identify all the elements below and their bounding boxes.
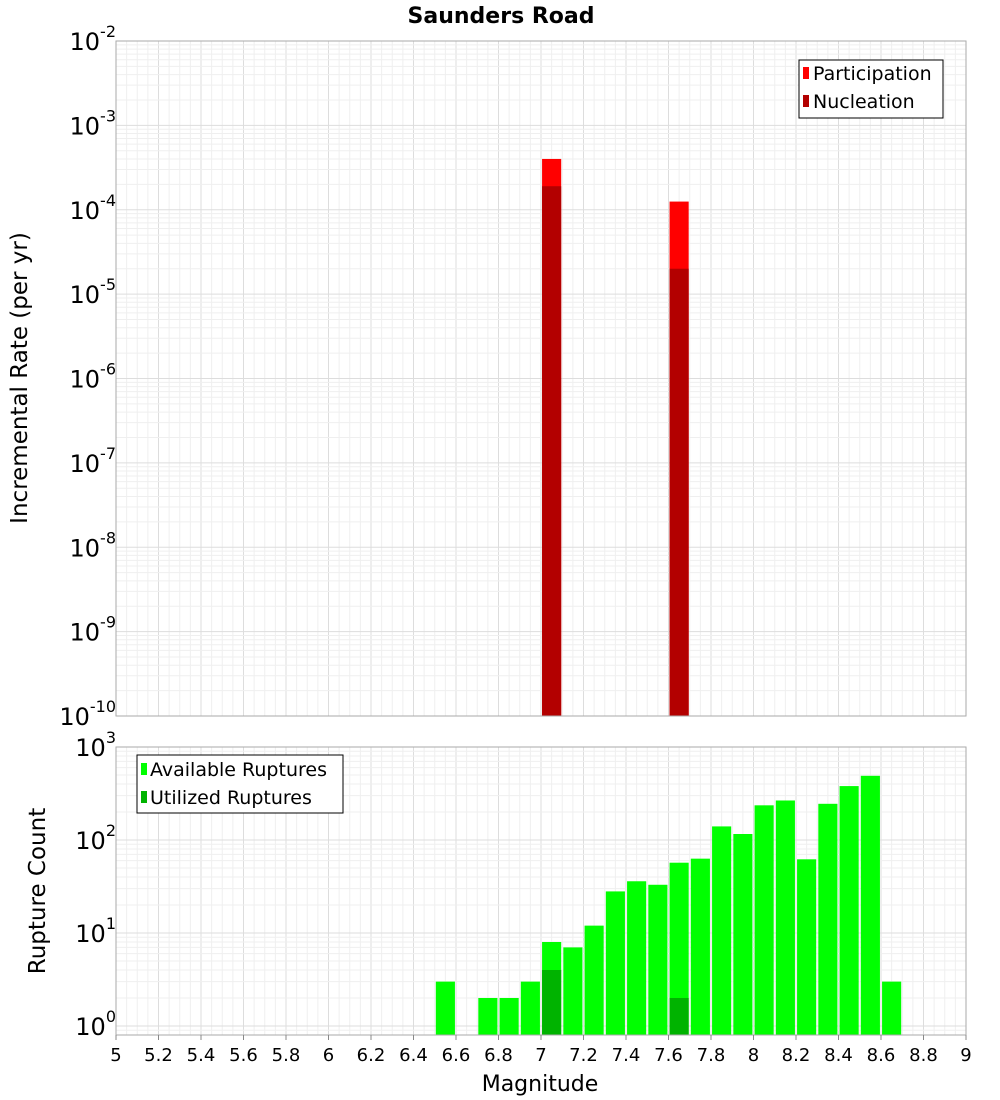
x-tick-label: 9: [960, 1045, 971, 1066]
available-ruptures-bar: [690, 858, 710, 1035]
available-ruptures-bar: [584, 925, 604, 1035]
available-ruptures-bar: [499, 997, 519, 1035]
legend-utilized-label: Utilized Ruptures: [150, 787, 312, 809]
available-ruptures-bar: [478, 997, 498, 1035]
utilized-ruptures-bar: [542, 969, 562, 1035]
y-tick-label: 10-9: [70, 613, 117, 647]
available-ruptures-bar: [648, 884, 668, 1035]
y-tick-label: 100: [75, 1007, 116, 1041]
x-tick-label: 7.6: [654, 1045, 683, 1066]
x-axis-label: Magnitude: [482, 1072, 599, 1097]
x-tick-label: 6: [323, 1045, 334, 1066]
y-tick-label: 10-6: [70, 360, 117, 394]
x-tick-label: 5.8: [272, 1045, 301, 1066]
legend-participation-swatch: [803, 67, 809, 79]
y-tick-label: 10-8: [70, 528, 117, 562]
available-ruptures-bar: [627, 881, 647, 1035]
bottom-y-axis-label: Rupture Count: [25, 808, 51, 974]
available-ruptures-bar: [563, 947, 583, 1035]
x-tick-label: 6.8: [484, 1045, 513, 1066]
top-bars: [542, 158, 689, 717]
y-tick-label: 10-4: [70, 191, 117, 225]
x-tick-label: 8.8: [909, 1045, 938, 1066]
x-tick-label: 6.2: [357, 1045, 386, 1066]
available-ruptures-bar: [775, 800, 795, 1035]
bottom-legend: Available Ruptures Utilized Ruptures: [136, 754, 344, 814]
top-grid: [115, 40, 967, 717]
legend-nucleation-label: Nucleation: [813, 91, 915, 113]
top-legend: Participation Nucleation: [798, 59, 944, 119]
x-tick-label: 8: [748, 1045, 759, 1066]
available-ruptures-bar: [712, 826, 732, 1035]
top-y-ticks: 10-10 10-9 10-8 10-7 10-6 10-5 10-4 10-3 10-2: [59, 22, 116, 731]
y-tick-label: 102: [75, 821, 116, 855]
x-tick-label: 5.6: [229, 1045, 258, 1066]
available-ruptures-bar: [860, 775, 880, 1035]
legend-participation-label: Participation: [813, 63, 932, 85]
legend-available-swatch: [141, 763, 147, 775]
y-tick-label: 10-5: [70, 275, 117, 309]
available-ruptures-bar: [605, 891, 625, 1035]
x-tick-label: 7.8: [697, 1045, 726, 1066]
top-plot-frame: [115, 40, 967, 717]
top-legend-box: [798, 59, 944, 119]
x-tick-label: 6.6: [442, 1045, 471, 1066]
available-ruptures-bar: [520, 981, 540, 1035]
legend-nucleation-swatch: [803, 95, 809, 107]
legend-available-label: Available Ruptures: [150, 759, 327, 781]
y-tick-label: 10-3: [70, 106, 117, 140]
available-ruptures-bar: [435, 981, 455, 1035]
available-ruptures-bar: [733, 834, 753, 1035]
top-panel: 10-10 10-9 10-8 10-7 10-6 10-5 10-4 10-3 10-2 In…: [7, 22, 967, 731]
available-ruptures-bar: [818, 803, 838, 1035]
bottom-panel: 100 101 102 103 5 5.2 5.4 5.6 5.8 6 6.2 6.4 6.6 6.8 7…: [25, 728, 972, 1097]
legend-utilized-swatch: [141, 791, 147, 803]
x-tick-label: 7.4: [612, 1045, 641, 1066]
x-tick-label: 5.2: [144, 1045, 173, 1066]
x-tick-label: 7: [535, 1045, 546, 1066]
x-tick-label: 5: [110, 1045, 121, 1066]
available-ruptures-bar: [669, 862, 689, 1035]
utilized-ruptures-bar: [669, 997, 689, 1035]
bottom-bars: [435, 775, 902, 1035]
y-tick-label: 10-2: [70, 22, 117, 56]
bottom-x-ticks: 5 5.2 5.4 5.6 5.8 6 6.2 6.4 6.6 6.8 7 7.2 7.4 7.6 7.8 8…: [110, 1035, 972, 1066]
y-tick-label: 103: [75, 728, 116, 762]
x-tick-label: 8.6: [867, 1045, 896, 1066]
x-tick-label: 8.4: [824, 1045, 853, 1066]
available-ruptures-bar: [797, 859, 817, 1035]
available-ruptures-bar: [754, 805, 774, 1035]
nucleation-bar: [669, 268, 689, 716]
bottom-y-ticks: 100 101 102 103: [75, 728, 116, 1041]
x-tick-label: 8.2: [782, 1045, 811, 1066]
available-ruptures-bar: [882, 981, 902, 1035]
x-tick-label: 7.2: [569, 1045, 598, 1066]
chart-title: Saunders Road: [408, 4, 595, 29]
top-y-axis-label: Incremental Rate (per yr): [7, 232, 33, 524]
nucleation-bar: [542, 186, 562, 716]
y-tick-label: 10-7: [70, 444, 117, 478]
available-ruptures-bar: [839, 786, 859, 1035]
y-tick-label: 10-10: [59, 697, 116, 731]
y-tick-label: 101: [75, 914, 116, 948]
x-tick-label: 5.4: [187, 1045, 216, 1066]
x-tick-label: 6.4: [399, 1045, 428, 1066]
bottom-legend-box: [136, 754, 344, 814]
